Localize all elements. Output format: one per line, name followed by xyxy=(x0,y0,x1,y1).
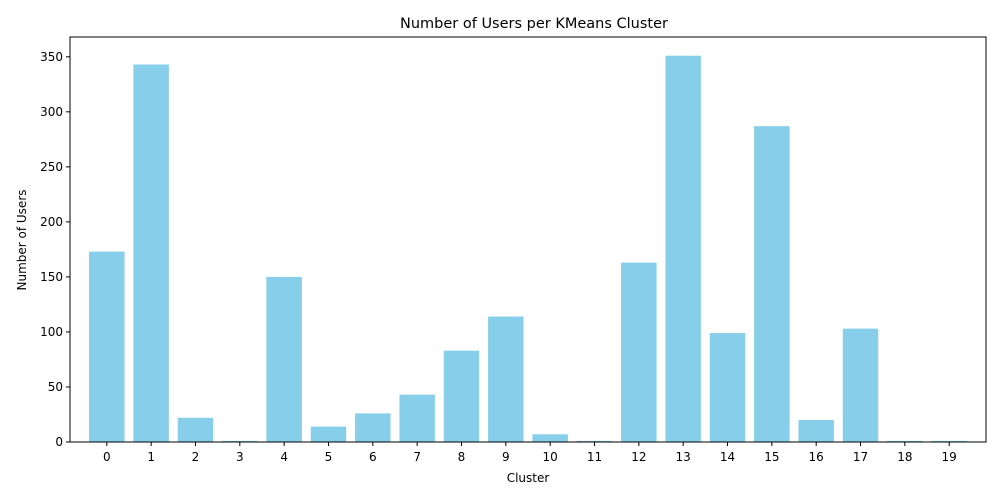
x-axis-title: Cluster xyxy=(507,471,550,485)
chart-title: Number of Users per KMeans Cluster xyxy=(400,16,668,32)
x-tick-label: 3 xyxy=(236,450,244,464)
y-tick-label: 100 xyxy=(40,325,63,339)
x-tick-label: 0 xyxy=(103,450,111,464)
y-tick-label: 50 xyxy=(48,380,63,394)
bar-cluster-14 xyxy=(709,333,746,442)
bar-cluster-3 xyxy=(222,440,258,442)
plot-frame xyxy=(69,36,987,443)
x-tick-label: 16 xyxy=(809,450,824,464)
x-tick-label: 1 xyxy=(147,450,155,464)
y-tick-label: 250 xyxy=(40,160,63,174)
x-tick-label: 11 xyxy=(587,450,602,464)
bar-cluster-1 xyxy=(133,64,169,443)
x-tick-label: 17 xyxy=(853,450,868,464)
bar-cluster-11 xyxy=(576,440,613,442)
x-axis: 0 1 2 3 4 5 6 7 8 9 10 11 12 13 14 15 16 17 18 19 xyxy=(103,442,957,464)
x-tick-label: 4 xyxy=(280,450,288,464)
x-tick-label: 14 xyxy=(720,450,735,464)
bar-cluster-17 xyxy=(842,328,879,442)
bar-cluster-7 xyxy=(399,394,435,442)
x-tick-label: 2 xyxy=(192,450,200,464)
x-tick-label: 8 xyxy=(458,450,466,464)
x-tick-label: 7 xyxy=(413,450,421,464)
x-tick-label: 9 xyxy=(502,450,510,464)
y-tick-label: 0 xyxy=(55,435,63,449)
x-tick-label: 6 xyxy=(369,450,377,464)
bar-cluster-18 xyxy=(887,440,923,442)
bar-cluster-0 xyxy=(89,251,125,442)
bar-cluster-8 xyxy=(443,350,480,442)
bar-cluster-4 xyxy=(266,276,302,442)
x-tick-label: 18 xyxy=(897,450,912,464)
bar-cluster-9 xyxy=(488,316,524,442)
y-axis: 0 50 100 150 200 250 300 350 xyxy=(40,50,70,449)
bar-cluster-6 xyxy=(355,413,391,442)
y-tick-label: 200 xyxy=(40,215,63,229)
y-axis-title: Number of Users xyxy=(15,189,29,290)
y-tick-label: 300 xyxy=(40,105,63,119)
bar-cluster-19 xyxy=(931,440,967,442)
x-tick-label: 15 xyxy=(764,450,779,464)
x-tick-label: 13 xyxy=(676,450,691,464)
x-tick-label: 12 xyxy=(631,450,646,464)
bar-cluster-10 xyxy=(532,434,568,442)
bar-cluster-13 xyxy=(665,55,701,443)
y-tick-label: 150 xyxy=(40,270,63,284)
x-tick-label: 10 xyxy=(543,450,558,464)
x-tick-label: 19 xyxy=(942,450,957,464)
bar-cluster-12 xyxy=(621,262,657,442)
bar-cluster-2 xyxy=(177,417,214,442)
bars-group xyxy=(89,55,967,443)
bar-cluster-16 xyxy=(798,419,834,442)
y-tick-label: 350 xyxy=(40,50,63,64)
x-tick-label: 5 xyxy=(325,450,333,464)
bar-cluster-15 xyxy=(754,126,790,443)
bar-cluster-5 xyxy=(310,426,347,442)
